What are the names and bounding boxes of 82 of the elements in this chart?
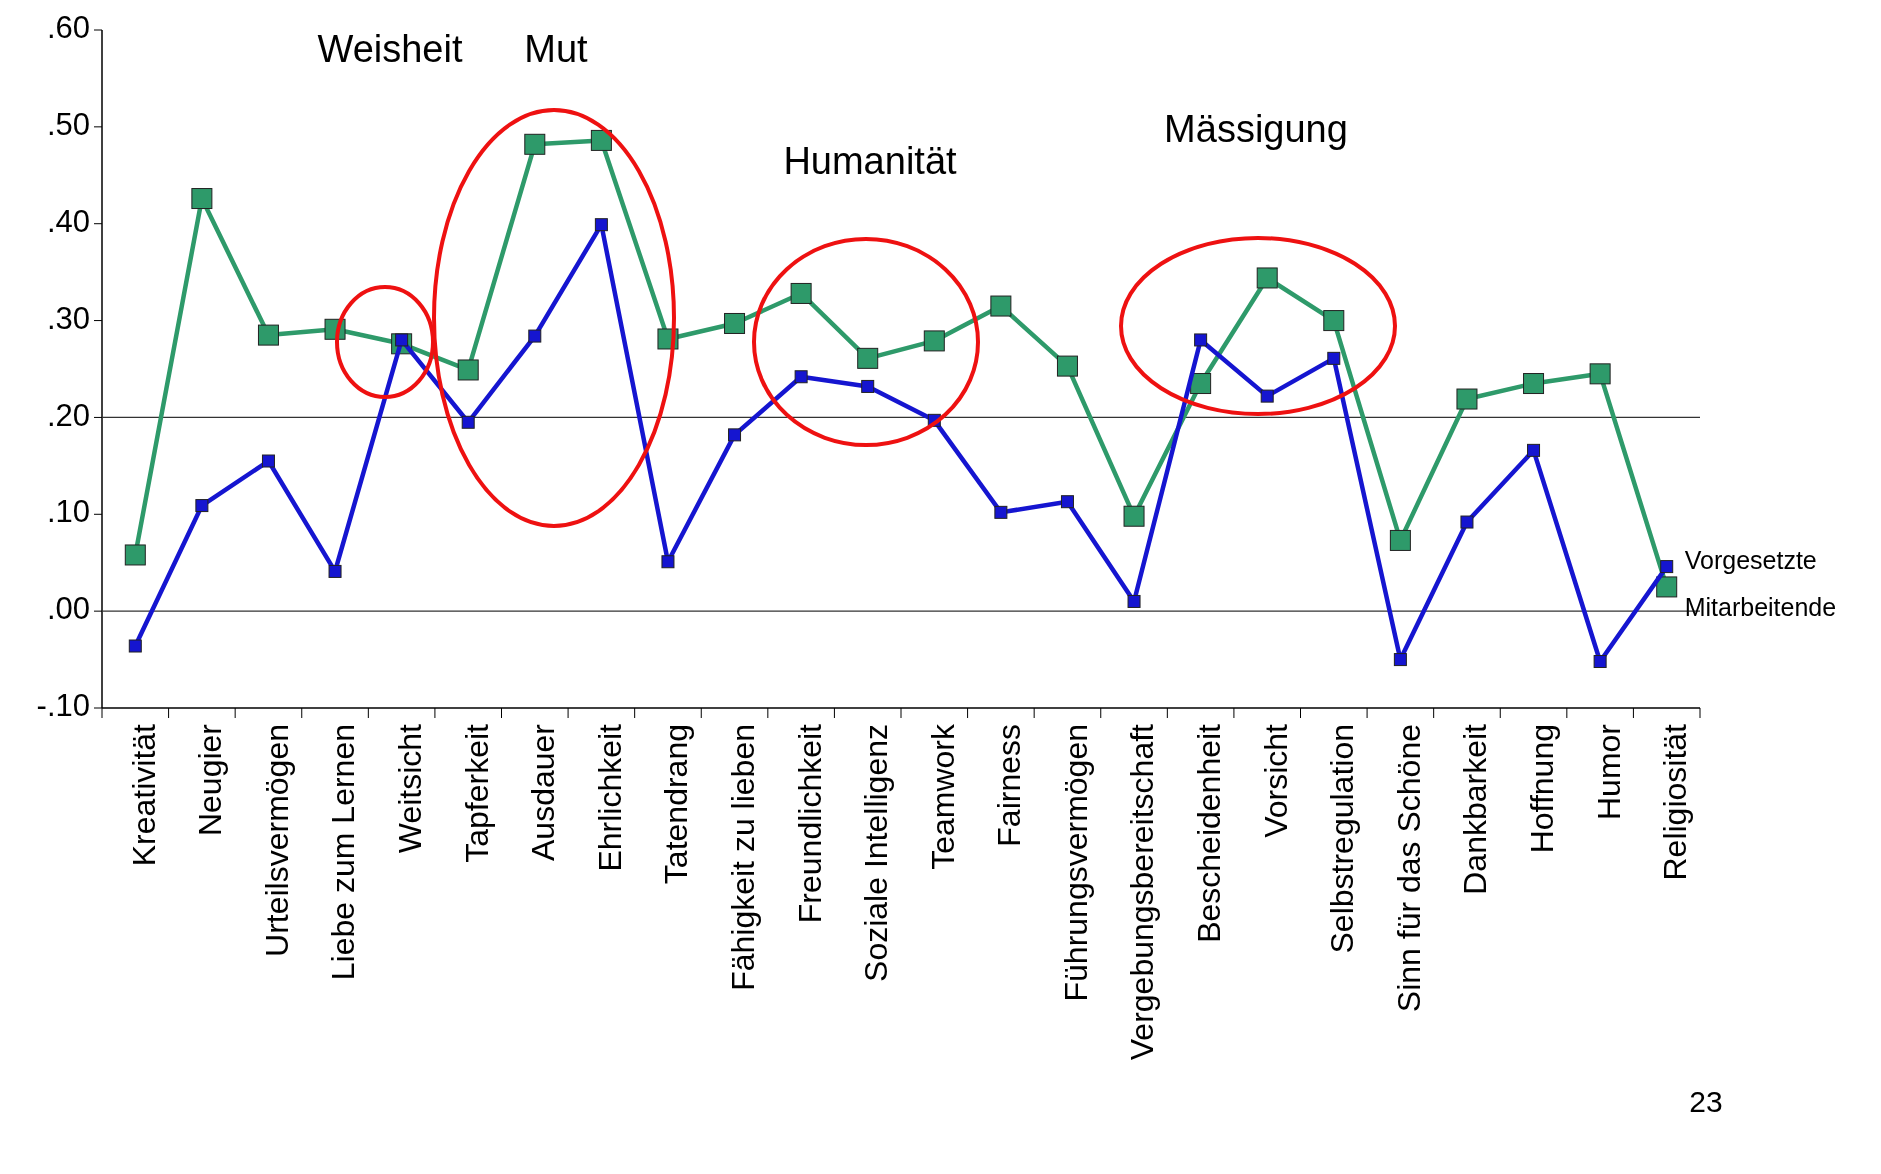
x-tick-label: Urteilsvermögen: [258, 724, 295, 957]
series-label: Mitarbeitende: [1684, 592, 1837, 621]
point: [1323, 310, 1345, 332]
point: [1527, 443, 1541, 457]
point: [457, 359, 479, 381]
x-tick-label: Weitsicht: [392, 723, 429, 854]
point: [790, 282, 812, 304]
x-tick-label: Tapferkeit: [458, 723, 495, 863]
y-tick-label: .50: [46, 107, 90, 143]
y-tick-label: .40: [46, 203, 90, 239]
x-tick-label: Hoffnung: [1523, 724, 1560, 854]
point: [1656, 576, 1678, 598]
annotation: Weisheit: [317, 28, 463, 71]
point: [661, 555, 675, 569]
x-tick-label: Vorsicht: [1257, 723, 1294, 838]
point: [1060, 495, 1074, 509]
x-tick-label: Kreativität: [125, 723, 162, 867]
point: [1327, 351, 1341, 365]
x-tick-label: Fähigkeit zu lieben: [724, 724, 761, 991]
series-label: Vorgesetzte: [1684, 546, 1817, 575]
x-tick-label: Selbstregulation: [1324, 724, 1361, 954]
x-tick-label: Dankbarkeit: [1457, 723, 1494, 895]
point: [124, 544, 146, 566]
point: [461, 415, 475, 429]
point: [191, 188, 213, 210]
x-tick-label: Humor: [1590, 723, 1627, 821]
point: [195, 499, 209, 513]
x-tick-label: Sinn für das Schöne: [1390, 724, 1427, 1013]
y-tick-label: .20: [46, 397, 90, 433]
point: [1056, 355, 1078, 377]
point: [1260, 389, 1274, 403]
point: [1456, 388, 1478, 410]
point: [1393, 653, 1407, 667]
point: [328, 564, 342, 578]
y-tick-label: -.10: [36, 688, 90, 724]
point: [857, 347, 879, 369]
x-tick-label: Bescheidenheit: [1191, 723, 1228, 943]
x-tick-label: Fairness: [991, 724, 1028, 847]
point: [794, 370, 808, 384]
point: [728, 428, 742, 442]
point: [994, 505, 1008, 519]
point: [1460, 515, 1474, 529]
x-tick-label: Vergebungsbereitschaft: [1124, 723, 1161, 1061]
x-tick-label: Ehrlichkeit: [591, 723, 628, 872]
point: [1523, 373, 1545, 395]
point: [1194, 333, 1208, 347]
text: 23: [1689, 1084, 1723, 1118]
point: [1389, 529, 1411, 551]
x-tick-label: Religiosität: [1657, 723, 1694, 881]
point: [594, 218, 608, 232]
x-tick-label: Führungsvermögen: [1057, 724, 1094, 1002]
x-tick-label: Freundlichkeit: [791, 723, 828, 924]
point: [1127, 594, 1141, 608]
point: [990, 295, 1012, 317]
x-tick-label: Neugier: [192, 723, 229, 837]
point: [257, 324, 279, 346]
y-tick-label: .10: [46, 494, 90, 530]
point: [524, 133, 546, 155]
point: [1190, 373, 1212, 395]
point: [861, 379, 875, 393]
x-tick-label: Liebe zum Lernen: [325, 724, 362, 981]
y-tick-label: .60: [46, 10, 90, 46]
point: [590, 129, 612, 151]
point: [1123, 505, 1145, 527]
point: [724, 312, 746, 334]
point: [1660, 560, 1674, 574]
x-tick-label: Soziale Intelligenz: [858, 724, 895, 982]
point: [261, 454, 275, 468]
point: [1593, 655, 1607, 669]
x-tick-label: Ausdauer: [525, 723, 562, 861]
annotation: Humanität: [783, 140, 958, 183]
point: [1256, 267, 1278, 289]
point: [1589, 363, 1611, 385]
y-tick-label: .30: [46, 300, 90, 336]
point: [128, 639, 142, 653]
annotation: Mut: [524, 28, 589, 71]
x-tick-label: Teamwork: [924, 723, 961, 870]
y-tick-label: .00: [46, 591, 90, 627]
x-tick-label: Tatendrang: [658, 724, 695, 885]
point: [528, 329, 542, 343]
annotation: Mässigung: [1164, 108, 1348, 151]
point: [923, 330, 945, 352]
